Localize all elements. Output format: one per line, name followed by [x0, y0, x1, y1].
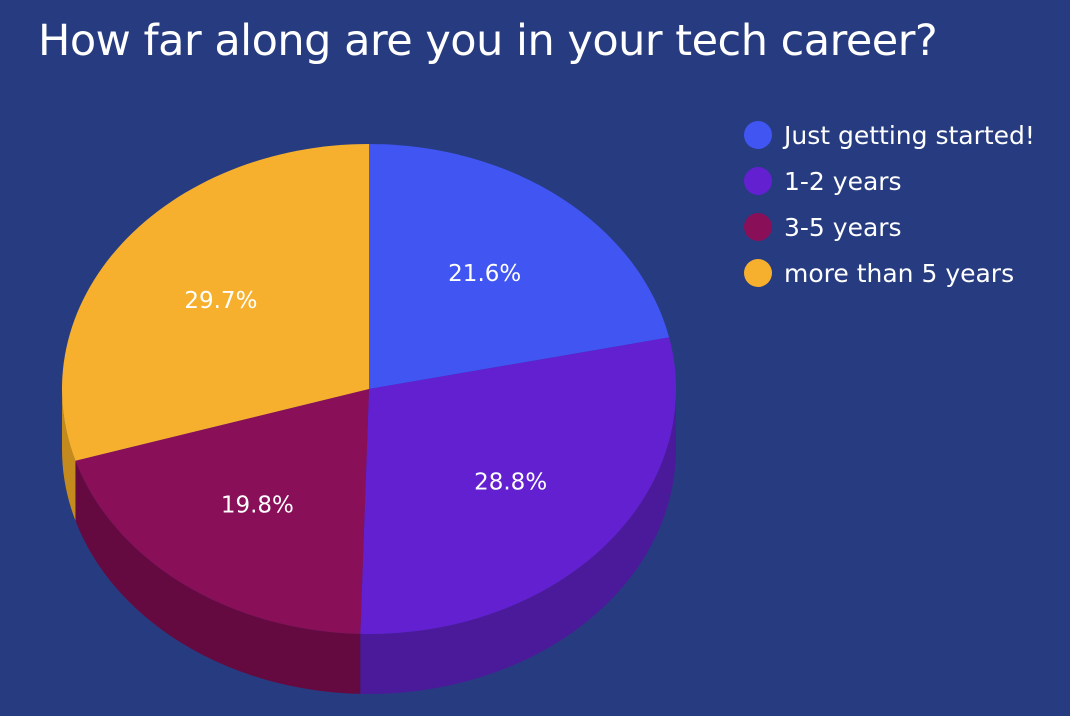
pie-labels: 21.6% 28.8% 19.8% 29.7% — [184, 261, 547, 518]
pie-label-more-than-5-years: 29.7% — [184, 288, 257, 314]
pie-side-3-5-years — [75, 460, 361, 694]
legend-label: 1-2 years — [784, 166, 902, 196]
legend-item-3-5-years[interactable]: 3-5 years — [744, 204, 1035, 250]
pie-slice-1-2-years[interactable] — [360, 337, 676, 634]
legend-item-more-than-5-years[interactable]: more than 5 years — [744, 250, 1035, 296]
legend-swatch-icon — [744, 259, 772, 287]
legend-label: 3-5 years — [784, 212, 902, 242]
chart-title: How far along are you in your tech caree… — [38, 16, 938, 66]
legend-label: Just getting started! — [784, 120, 1035, 150]
pie-slice-more-than-5-years[interactable] — [61, 143, 370, 461]
pie-side-1-2-years — [360, 389, 676, 694]
legend-item-1-2-years[interactable]: 1-2 years — [744, 158, 1035, 204]
pie-slice-just-getting-started[interactable] — [369, 144, 670, 389]
pie-label-1-2-years: 28.8% — [474, 469, 547, 495]
pie-slice-3-5-years[interactable] — [75, 389, 369, 634]
pie-side-more-than-5-years — [62, 389, 76, 521]
pie-label-just-getting-started: 21.6% — [448, 261, 521, 287]
legend-swatch-icon — [744, 213, 772, 241]
pie-label-3-5-years: 19.8% — [221, 492, 294, 518]
legend-swatch-icon — [744, 167, 772, 195]
legend-item-just-getting-started[interactable]: Just getting started! — [744, 112, 1035, 158]
legend-swatch-icon — [744, 121, 772, 149]
legend: Just getting started! 1-2 years 3-5 years m… — [744, 112, 1035, 296]
pie-side-walls — [62, 389, 676, 694]
legend-label: more than 5 years — [784, 258, 1015, 288]
pie-top-faces — [61, 143, 676, 634]
